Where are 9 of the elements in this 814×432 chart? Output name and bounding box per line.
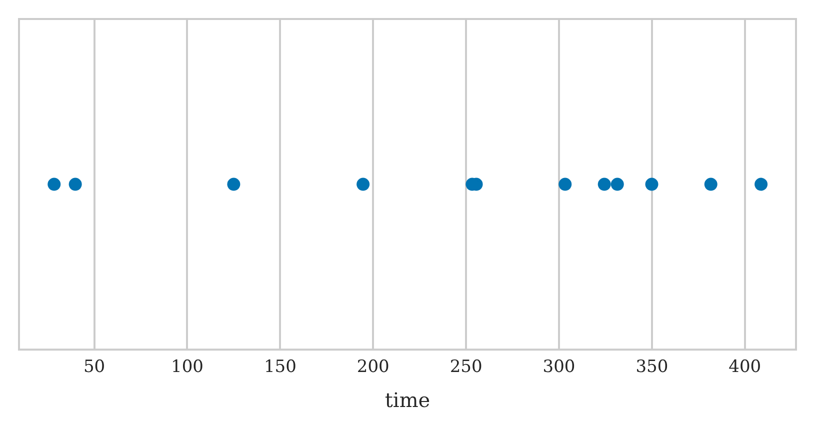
x-tick-label: 400 xyxy=(728,357,762,378)
x-tick-label: 300 xyxy=(542,357,576,378)
x-tick-label: 50 xyxy=(83,357,106,378)
x-tick-label: 150 xyxy=(264,357,296,378)
x-axis-title: time xyxy=(384,388,430,412)
x-tick-label: 350 xyxy=(636,357,668,378)
x-tick-label: 250 xyxy=(450,357,482,378)
x-tick-label: 200 xyxy=(356,357,390,378)
x-tick-label: 100 xyxy=(171,357,204,378)
